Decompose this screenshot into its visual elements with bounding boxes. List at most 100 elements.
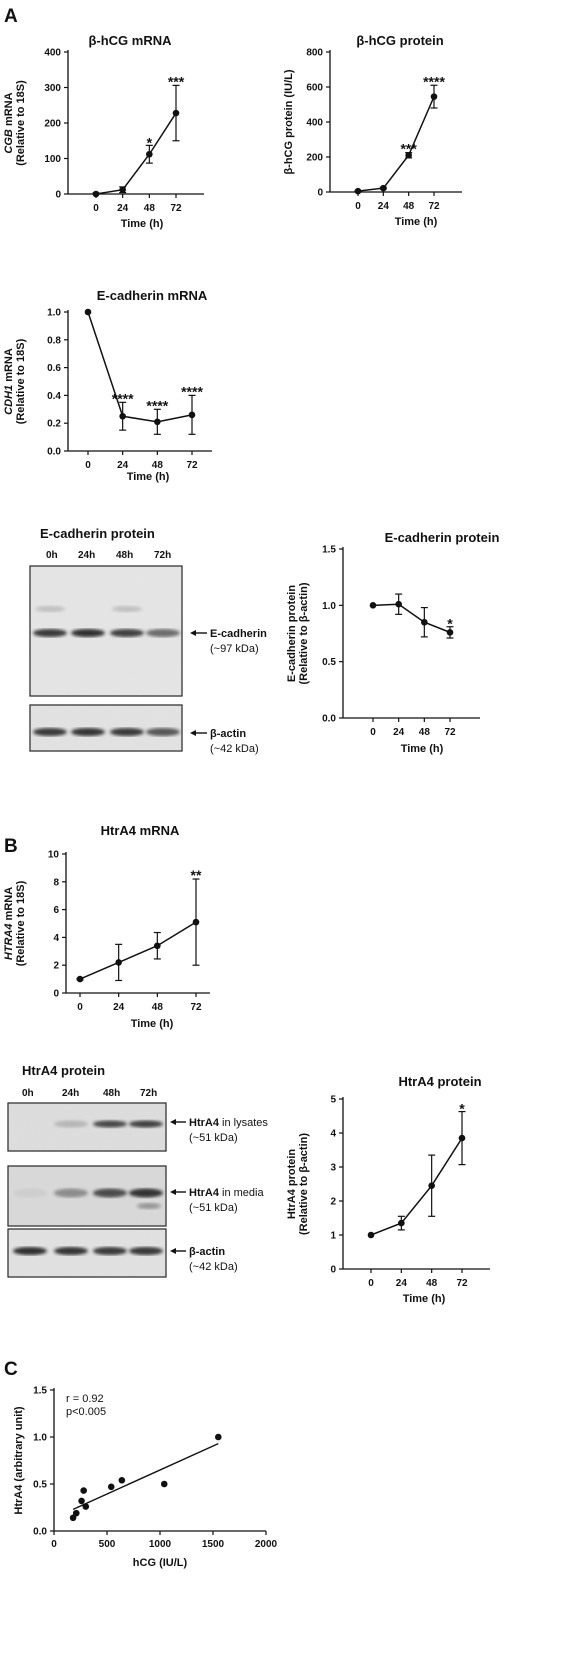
- data-point: [115, 959, 122, 966]
- chart-hcg-htra4-correlation: 0.0 0.5 1.0 1.5 0 500 1000 1500 2000 hCG (IU/L) Ht…: [13, 1386, 278, 1570]
- chart-title: β-hCG mRNA: [88, 33, 172, 48]
- data-point: [354, 187, 362, 195]
- significance-marker: *: [147, 134, 153, 150]
- protein-band: [129, 1247, 163, 1255]
- htra4-media-label: HtrA4 in media: [189, 1187, 264, 1199]
- y-tick-label: 2: [53, 961, 59, 972]
- y-axis-label-unit: (Relative to β-actin): [298, 582, 310, 684]
- data-point: [69, 1514, 77, 1522]
- y-axis-label: CDH1 mRNA: [3, 348, 15, 415]
- protein-band: [13, 1188, 47, 1198]
- y-tick-label: 600: [306, 83, 323, 94]
- data-point: [428, 1182, 435, 1189]
- y-axis-label-suffix: mRNA: [3, 92, 15, 129]
- htra4-lysate-blot-membrane: [7, 1102, 167, 1152]
- series-line: [95, 112, 177, 195]
- data-point: [119, 412, 126, 420]
- ecad-actin-label: β-actin: [210, 728, 246, 740]
- data-point: [380, 184, 387, 192]
- ecad-lane-24h: 24h: [78, 550, 95, 561]
- y-axis-label: HtrA4 (arbitrary unit): [13, 1406, 25, 1515]
- y-tick-label: 4: [330, 1129, 336, 1140]
- data-point: [154, 418, 161, 426]
- x-axis-label: Time (h): [131, 1018, 174, 1030]
- data-point: [430, 93, 438, 100]
- x-tick-label: 48: [152, 1002, 164, 1013]
- protein-band: [93, 1188, 127, 1198]
- data-point: [369, 602, 377, 609]
- y-tick-label: 400: [44, 48, 61, 59]
- y-axis-label-gene: CDH1: [3, 385, 15, 415]
- x-tick-label: 1000: [149, 1539, 172, 1550]
- x-tick-label: 500: [99, 1539, 116, 1550]
- y-axis-label: β-hCG protein (IU/L): [283, 69, 295, 174]
- protein-band: [13, 1247, 47, 1255]
- faint-upper-band: [112, 606, 142, 612]
- protein-band: [93, 1120, 127, 1128]
- y-tick-label: 3: [330, 1163, 336, 1174]
- y-tick-label: 10: [48, 850, 60, 861]
- ecad-band-label: E-cadherin: [210, 628, 267, 640]
- ecad-blot-membrane: [29, 565, 183, 697]
- x-tick-label: 48: [144, 203, 156, 214]
- series-line: [357, 96, 435, 192]
- x-tick-label: 0: [370, 727, 376, 738]
- x-tick-label: 72: [190, 1002, 202, 1013]
- data-point: [118, 1476, 126, 1484]
- y-axis-label-suffix: mRNA: [3, 348, 15, 385]
- y-tick-label: 6: [53, 905, 59, 916]
- x-tick-label: 24: [117, 203, 129, 214]
- data-point: [80, 1487, 87, 1494]
- htra4-lane-72h: 72h: [140, 1088, 157, 1099]
- secondary-band: [137, 1203, 161, 1209]
- data-point: [172, 109, 180, 117]
- x-tick-label: 48: [152, 460, 164, 471]
- protein-band: [146, 728, 180, 736]
- y-tick-label: 2: [330, 1197, 336, 1208]
- data-point: [215, 1433, 222, 1441]
- x-tick-label: 48: [419, 727, 431, 738]
- y-tick-label: 1.0: [33, 1433, 47, 1444]
- y-tick-label: 0: [330, 1265, 336, 1276]
- protein-band: [93, 1247, 127, 1255]
- y-tick-label: 300: [44, 83, 61, 94]
- x-axis-label: hCG (IU/L): [133, 1557, 188, 1569]
- y-tick-label: 800: [306, 48, 323, 59]
- y-tick-label: 100: [44, 154, 61, 165]
- protein-band: [33, 728, 67, 736]
- y-axis-label-suffix: mRNA: [3, 887, 15, 924]
- y-tick-label: 0.8: [47, 335, 61, 346]
- y-tick-label: 0: [55, 190, 61, 201]
- correlation-r: r = 0.92: [66, 1393, 104, 1405]
- ecad-actin-blot-membrane: [29, 704, 183, 752]
- y-axis-label-unit: (Relative to β-actin): [298, 1133, 310, 1235]
- data-point: [92, 190, 100, 198]
- x-tick-label: 1500: [202, 1539, 225, 1550]
- y-axis-label-unit: (Relative to 18S): [15, 338, 27, 424]
- protein-band: [33, 629, 67, 637]
- htra4-blot-title: HtrA4 protein: [22, 1063, 105, 1078]
- protein-band: [54, 1120, 88, 1128]
- x-tick-label: 0: [51, 1539, 57, 1550]
- chart-title: E-cadherin mRNA: [97, 288, 208, 303]
- x-axis-label: Time (h): [395, 216, 438, 228]
- htra4-lysate-size: (~51 kDa): [189, 1132, 238, 1144]
- htra4-media-size: (~51 kDa): [189, 1202, 238, 1214]
- data-point: [405, 151, 412, 159]
- htra4-lysate-label: HtrA4 in lysates: [189, 1117, 268, 1129]
- data-point: [188, 411, 196, 419]
- data-point: [154, 942, 161, 950]
- significance-marker: *: [459, 1101, 465, 1117]
- y-tick-label: 0.0: [322, 714, 336, 725]
- htra4-media-blot-membrane: [7, 1165, 167, 1227]
- htra4-western-blot: HtrA4 protein 0h 24h 48h 72h HtrA4 in ly…: [7, 1063, 268, 1278]
- ecad-lane-72h: 72h: [154, 550, 171, 561]
- chart-title: β-hCG protein: [356, 33, 443, 48]
- ecadherin-western-blot: E-cadherin protein 0h 24h 48h 72h E-cadh…: [29, 526, 267, 755]
- x-axis-label: Time (h): [127, 471, 170, 483]
- y-tick-label: 4: [53, 933, 59, 944]
- protein-band: [54, 1188, 88, 1198]
- chart-htra4-protein: 0 1 2 3 4 5 0 24 48 72 HtrA4 protein Time (h) HtrA4 …: [286, 1074, 490, 1305]
- series-line: [370, 1137, 463, 1236]
